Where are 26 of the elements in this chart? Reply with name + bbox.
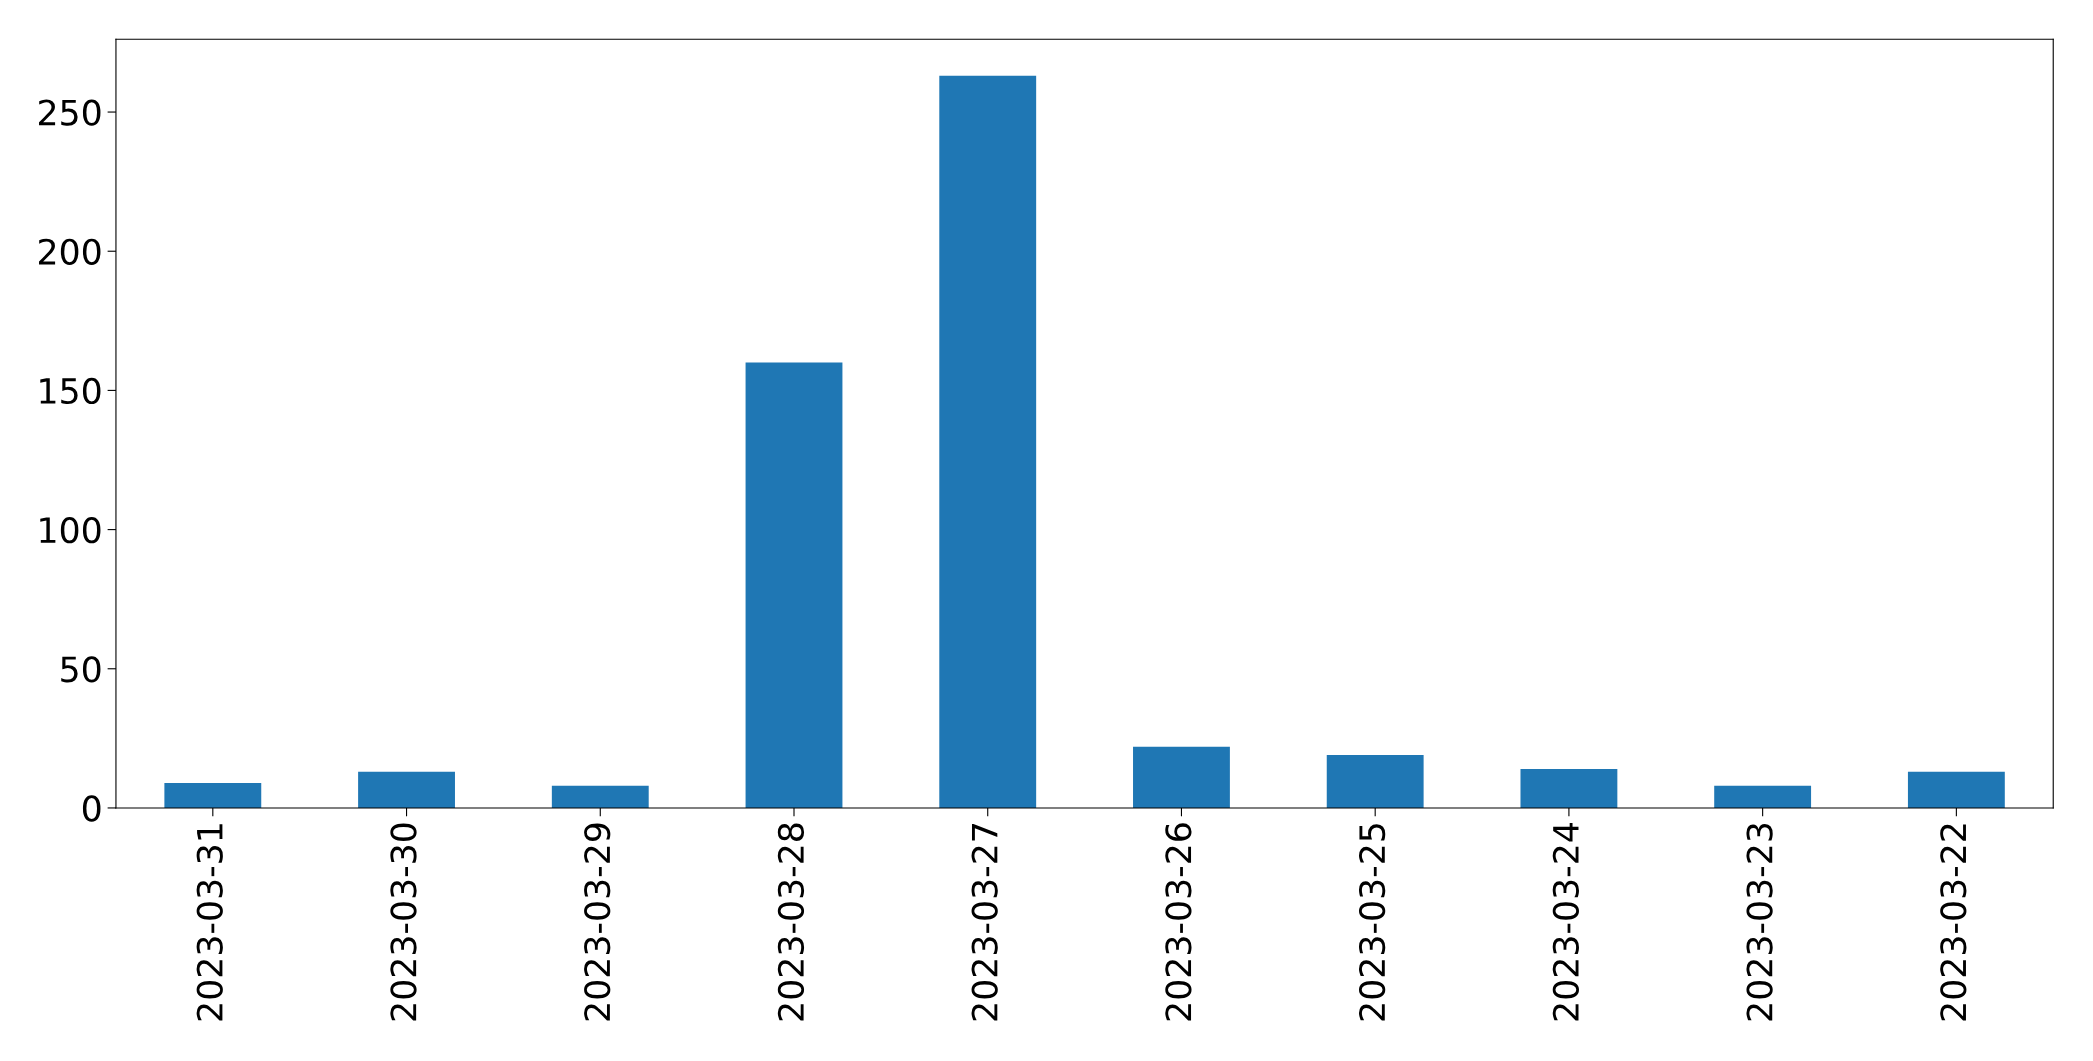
bar (1326, 755, 1424, 808)
bar (745, 362, 843, 808)
x-tick-label: 2023-03-29 (584, 823, 611, 1021)
x-tick-label: 2023-03-27 (971, 824, 998, 1021)
bar (1907, 771, 2005, 808)
x-tick-label: 2023-03-22 (1940, 824, 1967, 1021)
bar (551, 785, 649, 808)
y-tick-label: 50 (61, 656, 101, 683)
x-tick-label: 2023-03-28 (777, 823, 805, 1021)
y-tick-label: 200 (39, 238, 101, 265)
x-tick-label: 2023-03-24 (1552, 823, 1579, 1021)
bar (164, 782, 262, 808)
x-tick-label: 2023-03-26 (1165, 823, 1192, 1021)
bar (1520, 768, 1618, 808)
y-tick-label: 150 (40, 377, 101, 405)
x-tick-label: 2023-03-31 (196, 824, 223, 1021)
bar (358, 771, 455, 808)
bar (1133, 746, 1230, 808)
y-tick-label: 250 (39, 99, 101, 126)
y-tick-label: 0 (82, 795, 101, 822)
x-tick-label: 2023-03-25 (1359, 824, 1386, 1021)
bar (1714, 785, 1812, 808)
x-tick-label: 2023-03-23 (1746, 823, 1773, 1021)
x-tick-label: 2023-03-30 (390, 823, 417, 1021)
y-tick-label: 100 (40, 517, 101, 544)
bar (939, 75, 1037, 808)
